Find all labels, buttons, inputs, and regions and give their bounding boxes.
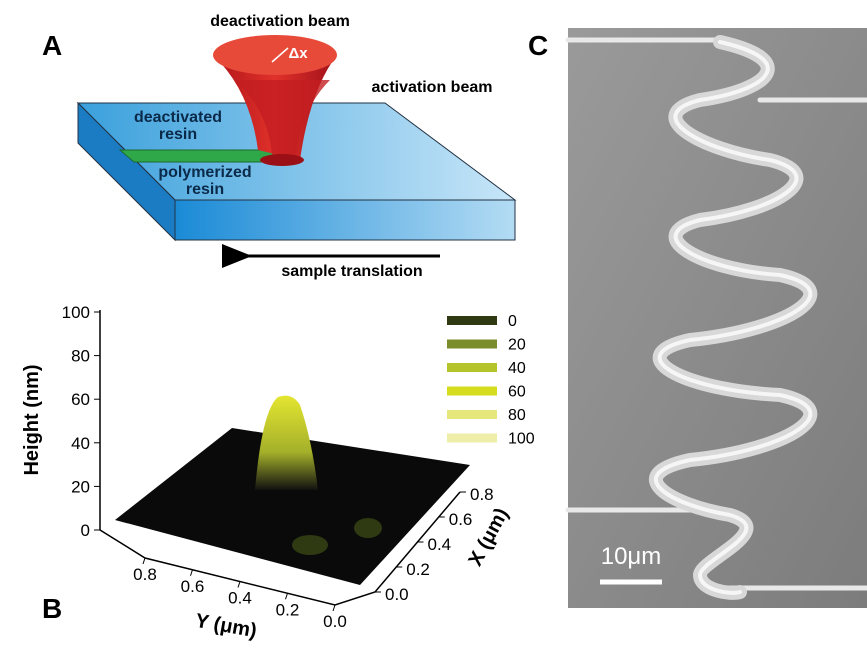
annotation: polymerized bbox=[158, 164, 251, 181]
sem-image bbox=[568, 28, 867, 608]
legend-swatch bbox=[447, 410, 497, 419]
slab-front bbox=[175, 200, 515, 240]
panel-label: B bbox=[42, 593, 62, 624]
y-tick bbox=[286, 593, 288, 599]
x-tick-label: 0.6 bbox=[449, 510, 473, 529]
x-tick-label: 0.0 bbox=[385, 585, 409, 604]
z-axis-label: Height (nm) bbox=[21, 364, 43, 475]
y-tick bbox=[191, 570, 193, 576]
legend-label: 80 bbox=[508, 407, 526, 424]
panel-label: C bbox=[528, 30, 548, 61]
y-tick-label: 0.6 bbox=[181, 577, 205, 596]
page: A deactivation beam Δx activation beam d… bbox=[0, 0, 867, 650]
legend-swatch bbox=[447, 387, 497, 396]
legend-swatch bbox=[447, 363, 497, 372]
annotation: Δx bbox=[288, 45, 308, 62]
legend-label: 40 bbox=[508, 360, 526, 377]
z-tick-label: 20 bbox=[71, 477, 90, 496]
y-axis-label: Y (μm) bbox=[194, 610, 259, 642]
annotation: resin bbox=[159, 126, 197, 143]
z-tick-label: 60 bbox=[71, 390, 90, 409]
annotation: activation beam bbox=[372, 79, 493, 96]
y-tick bbox=[333, 605, 335, 611]
surface-peak bbox=[255, 396, 318, 490]
beam-top bbox=[213, 35, 337, 75]
surface-bump bbox=[354, 518, 382, 538]
legend-swatch bbox=[447, 434, 497, 443]
x-tick-label: 0.8 bbox=[470, 485, 494, 504]
z-tick-label: 100 bbox=[62, 303, 90, 322]
z-tick-label: 80 bbox=[71, 347, 90, 366]
surface-bump bbox=[292, 535, 328, 555]
x-tick-label: 0.2 bbox=[406, 560, 430, 579]
y-tick bbox=[143, 558, 145, 564]
legend-swatch bbox=[447, 340, 497, 349]
figure: A deactivation beam Δx activation beam d… bbox=[0, 0, 867, 650]
y-tick bbox=[238, 582, 240, 588]
annotation: sample translation bbox=[281, 263, 422, 280]
annotation: resin bbox=[186, 181, 224, 198]
legend-label: 60 bbox=[508, 384, 526, 401]
scale-bar-label: 10μm bbox=[601, 543, 662, 570]
x-tick-label: 0.4 bbox=[428, 535, 452, 554]
annotation: deactivation beam bbox=[210, 13, 350, 30]
y-tick-label: 0.8 bbox=[133, 565, 157, 584]
annotation: deactivated bbox=[134, 109, 222, 126]
legend-label: 100 bbox=[508, 431, 535, 448]
legend-swatch bbox=[447, 316, 497, 325]
legend-label: 0 bbox=[508, 313, 517, 330]
z-tick-label: 40 bbox=[71, 434, 90, 453]
z-tick-label: 0 bbox=[81, 521, 90, 540]
legend-label: 20 bbox=[508, 337, 526, 354]
y-tick-label: 0.0 bbox=[323, 612, 347, 631]
panel-label: A bbox=[42, 30, 62, 61]
polymerized-line bbox=[120, 150, 278, 162]
beam-bottom bbox=[260, 154, 304, 166]
y-tick-label: 0.4 bbox=[228, 589, 252, 608]
y-tick-label: 0.2 bbox=[276, 600, 300, 619]
